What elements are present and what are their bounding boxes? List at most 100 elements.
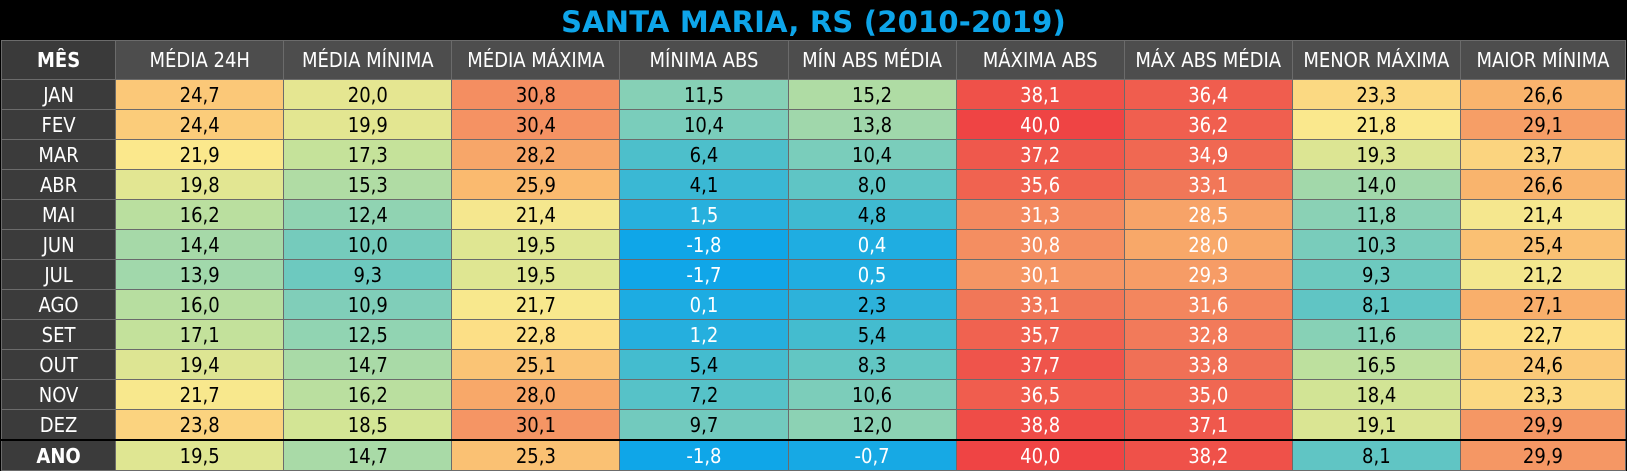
value-cell: 28,0 [1123, 229, 1293, 260]
value-cell: 28,5 [1123, 199, 1293, 230]
value-cell: 34,9 [1123, 139, 1293, 170]
value-cell: 21,9 [115, 139, 285, 170]
value-cell: 13,9 [115, 259, 285, 290]
value-cell: 7,2 [619, 379, 789, 410]
value-cell: 30,1 [451, 409, 621, 441]
value-cell: 19,4 [115, 349, 285, 380]
value-cell: 17,1 [115, 319, 285, 350]
value-cell: 30,8 [955, 229, 1125, 260]
month-cell: ABR [0, 169, 117, 200]
value-cell: 18,5 [283, 409, 453, 441]
value-cell: 24,6 [1459, 349, 1627, 380]
month-cell: MAR [0, 139, 117, 170]
value-cell: 9,3 [1291, 259, 1461, 290]
value-cell: 11,5 [619, 79, 789, 110]
value-cell: 38,8 [955, 409, 1125, 441]
table-row: OUT 19,4 14,7 25,1 5,4 8,3 37,7 33,8 16,5 24,6 [0, 349, 1627, 380]
value-cell: 23,3 [1291, 79, 1461, 110]
value-cell: 19,9 [283, 109, 453, 140]
value-cell: 11,8 [1291, 199, 1461, 230]
table-row: AGO 16,0 10,9 21,7 0,1 2,3 33,1 31,6 8,1 27,1 [0, 289, 1627, 320]
value-cell: 1,2 [619, 319, 789, 350]
value-cell: 5,4 [787, 319, 957, 350]
value-cell: 12,5 [283, 319, 453, 350]
value-cell: 36,5 [955, 379, 1125, 410]
value-cell: 16,0 [115, 289, 285, 320]
month-cell: JAN [0, 79, 117, 110]
page-title: SANTA MARIA, RS (2010-2019) [561, 5, 1066, 39]
month-cell: NOV [0, 379, 117, 410]
value-cell: 33,1 [1123, 169, 1293, 200]
value-cell: 2,3 [787, 289, 957, 320]
value-cell: 38,2 [1123, 439, 1293, 471]
table-row: NOV 21,7 16,2 28,0 7,2 10,6 36,5 35,0 18,4 23,3 [0, 379, 1627, 410]
value-cell: 30,1 [955, 259, 1125, 290]
value-cell: 8,3 [787, 349, 957, 380]
value-cell: 1,5 [619, 199, 789, 230]
value-cell: 25,1 [451, 349, 621, 380]
month-cell: DEZ [0, 409, 117, 441]
value-cell: 37,2 [955, 139, 1125, 170]
value-cell: 15,3 [283, 169, 453, 200]
value-cell: -1,8 [619, 439, 789, 471]
month-cell: OUT [0, 349, 117, 380]
value-cell: 10,6 [787, 379, 957, 410]
header-cell: MAIOR MÍNIMA [1459, 40, 1627, 80]
value-cell: 25,9 [451, 169, 621, 200]
month-cell: ANO [0, 439, 117, 471]
value-cell: 31,3 [955, 199, 1125, 230]
header-cell: MÁXIMA ABS [955, 40, 1125, 80]
value-cell: 9,7 [619, 409, 789, 441]
value-cell: 29,9 [1459, 409, 1627, 441]
value-cell: 23,8 [115, 409, 285, 441]
value-cell: 22,7 [1459, 319, 1627, 350]
value-cell: 28,2 [451, 139, 621, 170]
table-row: MAI 16,2 12,4 21,4 1,5 4,8 31,3 28,5 11,8 21,4 [0, 199, 1627, 230]
value-cell: 30,8 [451, 79, 621, 110]
header-cell: MÉDIA MÍNIMA [283, 40, 453, 80]
value-cell: 26,6 [1459, 79, 1627, 110]
value-cell: 24,4 [115, 109, 285, 140]
value-cell: 19,5 [115, 439, 285, 471]
value-cell: 4,8 [787, 199, 957, 230]
table-row: SET 17,1 12,5 22,8 1,2 5,4 35,7 32,8 11,6 22,7 [0, 319, 1627, 350]
value-cell: 13,8 [787, 109, 957, 140]
header-cell: MENOR MÁXIMA [1291, 40, 1461, 80]
value-cell: -1,8 [619, 229, 789, 260]
header-cell: MÊS [0, 40, 117, 80]
value-cell: 4,1 [619, 169, 789, 200]
header-cell: MÉDIA MÁXIMA [451, 40, 621, 80]
value-cell: 19,3 [1291, 139, 1461, 170]
value-cell: 8,1 [1291, 289, 1461, 320]
value-cell: 0,5 [787, 259, 957, 290]
value-cell: 15,2 [787, 79, 957, 110]
value-cell: 25,3 [451, 439, 621, 471]
value-cell: 29,9 [1459, 439, 1627, 471]
value-cell: 29,1 [1459, 109, 1627, 140]
climate-table: MÊS MÉDIA 24H MÉDIA MÍNIMA MÉDIA MÁXIMA … [0, 40, 1627, 471]
value-cell: 10,9 [283, 289, 453, 320]
value-cell: 6,4 [619, 139, 789, 170]
value-cell: 35,0 [1123, 379, 1293, 410]
value-cell: 10,4 [619, 109, 789, 140]
value-cell: 23,7 [1459, 139, 1627, 170]
table-row: DEZ 23,8 18,5 30,1 9,7 12,0 38,8 37,1 19,1 29,9 [0, 409, 1627, 441]
value-cell: 21,7 [115, 379, 285, 410]
table-row: MAR 21,9 17,3 28,2 6,4 10,4 37,2 34,9 19,3 23,7 [0, 139, 1627, 170]
value-cell: 16,5 [1291, 349, 1461, 380]
value-cell: 30,4 [451, 109, 621, 140]
value-cell: 8,0 [787, 169, 957, 200]
month-cell: SET [0, 319, 117, 350]
month-cell: AGO [0, 289, 117, 320]
value-cell: 14,0 [1291, 169, 1461, 200]
table-row: JUN 14,4 10,0 19,5 -1,8 0,4 30,8 28,0 10,3 25,4 [0, 229, 1627, 260]
value-cell: 19,5 [451, 229, 621, 260]
value-cell: 40,0 [955, 109, 1125, 140]
value-cell: 10,0 [283, 229, 453, 260]
value-cell: -1,7 [619, 259, 789, 290]
value-cell: 28,0 [451, 379, 621, 410]
value-cell: 36,2 [1123, 109, 1293, 140]
table-row: FEV 24,4 19,9 30,4 10,4 13,8 40,0 36,2 21,8 29,1 [0, 109, 1627, 140]
value-cell: 26,6 [1459, 169, 1627, 200]
